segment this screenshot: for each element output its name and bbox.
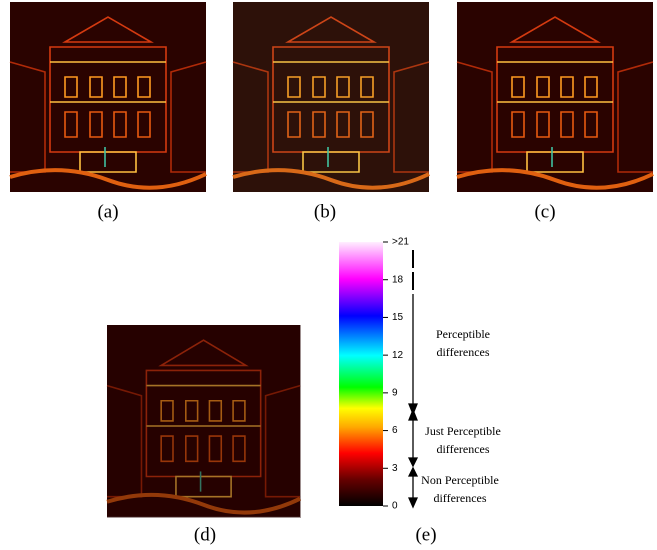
panel-label: (e) <box>415 524 436 545</box>
colorbar-tick-label: 3 <box>392 463 398 474</box>
colorbar-tick-label: 12 <box>392 350 404 361</box>
image-a <box>8 0 208 194</box>
annotation: differences <box>433 491 486 505</box>
annotation: differences <box>436 345 489 359</box>
annotation: Perceptible <box>436 327 490 341</box>
panel-label: (b) <box>314 201 336 222</box>
image-c <box>455 0 655 194</box>
panel-label: (d) <box>194 524 216 545</box>
annotation: differences <box>436 442 489 456</box>
colorbar-tick-label: 6 <box>392 425 398 436</box>
colorbar-tick-label: 9 <box>392 387 398 398</box>
annotation: Just Perceptible <box>425 424 501 438</box>
annotation-arrows <box>407 250 419 509</box>
colorbar-tick-label: 15 <box>392 312 404 323</box>
annotation: Non Perceptible <box>421 473 499 487</box>
colorbar-tick-label: 0 <box>392 501 398 512</box>
colorbar <box>339 242 383 506</box>
panel-label: (c) <box>534 201 555 222</box>
colorbar-tick-label: 18 <box>392 274 404 285</box>
image-d <box>107 325 301 518</box>
colorbar-tick-label: >21 <box>392 237 409 248</box>
image-b <box>231 0 431 194</box>
panel-label: (a) <box>97 201 118 222</box>
